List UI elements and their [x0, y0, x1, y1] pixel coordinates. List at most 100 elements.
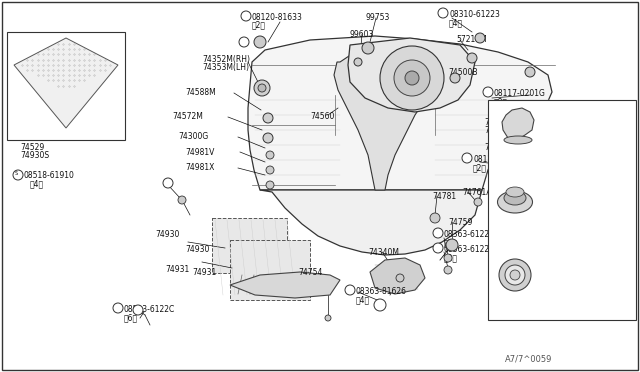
Text: B: B	[465, 155, 469, 160]
Polygon shape	[496, 125, 538, 162]
Text: 08363-6122H: 08363-6122H	[444, 230, 496, 239]
Text: 74353M(LH): 74353M(LH)	[202, 63, 249, 72]
Text: 08310-61223: 08310-61223	[449, 10, 500, 19]
Circle shape	[525, 67, 535, 77]
Text: （8）: （8）	[494, 97, 508, 106]
Text: 74826(LH): 74826(LH)	[484, 126, 524, 135]
Text: A7/7^0059: A7/7^0059	[505, 355, 552, 364]
Circle shape	[396, 274, 404, 282]
Text: S: S	[436, 231, 440, 235]
Text: 74500B: 74500B	[448, 68, 477, 77]
Text: 08120-81633: 08120-81633	[473, 155, 524, 164]
Text: （4）: （4）	[30, 179, 44, 188]
Text: 74930: 74930	[185, 245, 209, 254]
Circle shape	[266, 181, 274, 189]
Text: B: B	[486, 90, 490, 94]
Circle shape	[263, 113, 273, 123]
Circle shape	[438, 8, 448, 18]
Circle shape	[362, 42, 374, 54]
Bar	[212, 218, 287, 273]
Circle shape	[433, 228, 443, 238]
Text: 74981V: 74981V	[185, 148, 214, 157]
Text: （2）: （2）	[444, 253, 458, 262]
Text: 74529: 74529	[20, 143, 44, 152]
Text: S: S	[378, 302, 381, 308]
Text: 74588M: 74588M	[185, 88, 216, 97]
Text: S: S	[166, 180, 170, 186]
Polygon shape	[334, 44, 435, 190]
Circle shape	[133, 305, 143, 315]
Ellipse shape	[504, 136, 532, 144]
Text: 74761A: 74761A	[462, 188, 492, 197]
Text: 74340M: 74340M	[368, 248, 399, 257]
Bar	[488, 100, 636, 320]
Circle shape	[474, 198, 482, 206]
Polygon shape	[230, 272, 340, 298]
Text: 74572M: 74572M	[172, 112, 203, 121]
Polygon shape	[248, 36, 552, 190]
Text: 74930S: 74930S	[20, 151, 49, 160]
Circle shape	[394, 60, 430, 96]
Circle shape	[430, 213, 440, 223]
Text: -74500H: -74500H	[576, 121, 609, 129]
Ellipse shape	[497, 191, 532, 213]
Text: （2）: （2）	[252, 20, 266, 29]
Text: S: S	[116, 305, 120, 311]
Circle shape	[499, 259, 531, 291]
Text: 74754: 74754	[298, 268, 323, 277]
Text: 57210M: 57210M	[456, 35, 487, 44]
Polygon shape	[348, 38, 475, 112]
Circle shape	[241, 11, 251, 21]
Circle shape	[239, 37, 249, 47]
Circle shape	[113, 303, 123, 313]
Circle shape	[13, 170, 23, 180]
Circle shape	[483, 87, 493, 97]
Circle shape	[354, 58, 362, 66]
Text: S: S	[348, 288, 352, 292]
Bar	[7, 32, 125, 140]
Text: 74352M(RH): 74352M(RH)	[202, 55, 250, 64]
Text: 74930: 74930	[155, 230, 179, 239]
Text: 08363-6122H: 08363-6122H	[444, 245, 496, 254]
Circle shape	[325, 315, 331, 321]
Circle shape	[405, 71, 419, 85]
Circle shape	[450, 73, 460, 83]
Text: 08117-0201G: 08117-0201G	[494, 89, 546, 98]
Text: 74781: 74781	[432, 192, 456, 201]
Text: 74854(RH): 74854(RH)	[484, 118, 525, 127]
Polygon shape	[502, 108, 534, 140]
Polygon shape	[370, 258, 425, 294]
Circle shape	[263, 133, 273, 143]
Text: S: S	[15, 170, 17, 176]
Text: 99603: 99603	[350, 30, 374, 39]
Circle shape	[467, 53, 477, 63]
Circle shape	[163, 178, 173, 188]
Circle shape	[254, 36, 266, 48]
Circle shape	[505, 265, 525, 285]
Text: 08513-6122C: 08513-6122C	[124, 305, 175, 314]
Circle shape	[475, 33, 485, 43]
Circle shape	[266, 166, 274, 174]
Ellipse shape	[504, 191, 526, 205]
Text: 74931: 74931	[165, 265, 189, 274]
Circle shape	[254, 80, 270, 96]
Text: 08363-81626: 08363-81626	[356, 287, 407, 296]
Circle shape	[444, 254, 452, 262]
Text: S: S	[436, 246, 440, 250]
Text: 74931: 74931	[192, 268, 216, 277]
Text: 74981X: 74981X	[185, 163, 214, 172]
Text: （6）: （6）	[124, 313, 138, 322]
Text: B: B	[242, 39, 246, 45]
Text: （4）: （4）	[449, 18, 463, 27]
Polygon shape	[14, 38, 118, 128]
Circle shape	[374, 299, 386, 311]
Text: （2）: （2）	[473, 163, 487, 172]
Text: 08518-61910: 08518-61910	[24, 171, 75, 180]
Circle shape	[462, 153, 472, 163]
Text: 74588N: 74588N	[484, 143, 514, 152]
Circle shape	[178, 196, 186, 204]
Circle shape	[258, 84, 266, 92]
Bar	[230, 240, 310, 300]
Text: 08120-81633: 08120-81633	[252, 13, 303, 22]
Circle shape	[380, 46, 444, 110]
